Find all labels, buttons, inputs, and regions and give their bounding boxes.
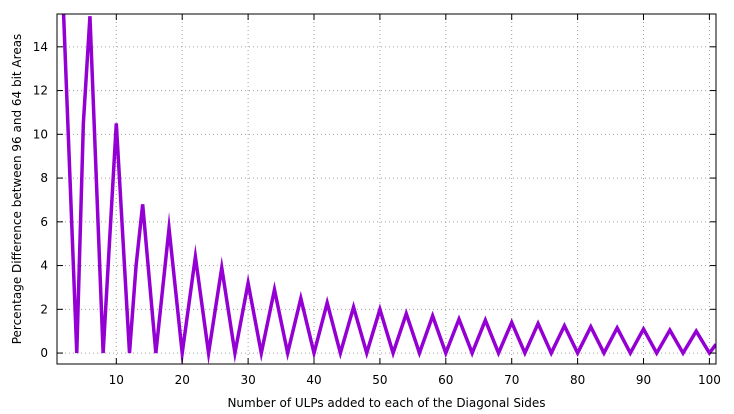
x-axis-title: Number of ULPs added to each of the Diag… xyxy=(227,396,545,410)
x-tick-label: 70 xyxy=(504,373,519,387)
x-tick-label: 60 xyxy=(438,373,453,387)
y-tick-label: 12 xyxy=(33,84,48,98)
y-tick-label: 14 xyxy=(33,40,48,54)
x-tick-label: 30 xyxy=(240,373,255,387)
x-tick-label: 80 xyxy=(570,373,585,387)
y-tick-label: 2 xyxy=(40,302,48,316)
series-line xyxy=(61,14,716,364)
tick-labels-layer: 10 20 30 40 50 60 70 80 90 100 0 2 4 6 8 10 12 14 xyxy=(33,40,721,387)
plot-frame xyxy=(56,13,717,365)
y-tick-label: 4 xyxy=(40,259,48,273)
y-axis-title: Percentage Difference between 96 and 64 … xyxy=(10,34,24,345)
y-tick-label: 8 xyxy=(40,171,48,185)
y-tick-label: 10 xyxy=(33,127,48,141)
x-tick-label: 100 xyxy=(698,373,721,387)
ticks-layer xyxy=(57,14,716,364)
y-tick-label: 6 xyxy=(40,215,48,229)
x-tick-label: 50 xyxy=(372,373,387,387)
grid-layer xyxy=(57,14,716,364)
x-tick-label: 90 xyxy=(636,373,651,387)
x-tick-label: 20 xyxy=(175,373,190,387)
series-layer xyxy=(61,14,716,364)
x-tick-label: 10 xyxy=(109,373,124,387)
y-tick-label: 0 xyxy=(40,346,48,360)
x-tick-label: 40 xyxy=(306,373,321,387)
